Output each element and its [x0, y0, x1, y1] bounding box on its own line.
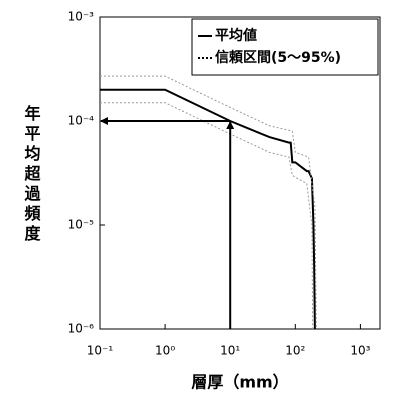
x-tick-label: 10²: [285, 344, 305, 358]
plot-frame: [99, 16, 381, 330]
series-line: [100, 75, 317, 330]
legend-box: [191, 18, 379, 76]
series-line: [100, 88, 316, 330]
y-tick-label: 10⁻⁵: [68, 218, 95, 232]
y-axis-title: 年平均超過頻度: [22, 104, 42, 245]
x-tick-label: 10¹: [220, 344, 240, 358]
x-axis-title: 層厚（mm）: [191, 373, 288, 392]
x-tick-label: 10⁰: [155, 344, 175, 358]
y-tick-label: 10⁻³: [68, 10, 95, 24]
legend-label: 信頼区間(5～95%): [215, 49, 341, 66]
x-tick-label: 10⁻¹: [87, 344, 114, 358]
y-tick-label: 10⁻⁶: [68, 322, 95, 336]
series-line: [100, 102, 314, 330]
x-tick-label: 10³: [350, 344, 370, 358]
y-tick-label: 10⁻⁴: [68, 114, 95, 128]
legend-label: 平均値: [215, 27, 257, 44]
